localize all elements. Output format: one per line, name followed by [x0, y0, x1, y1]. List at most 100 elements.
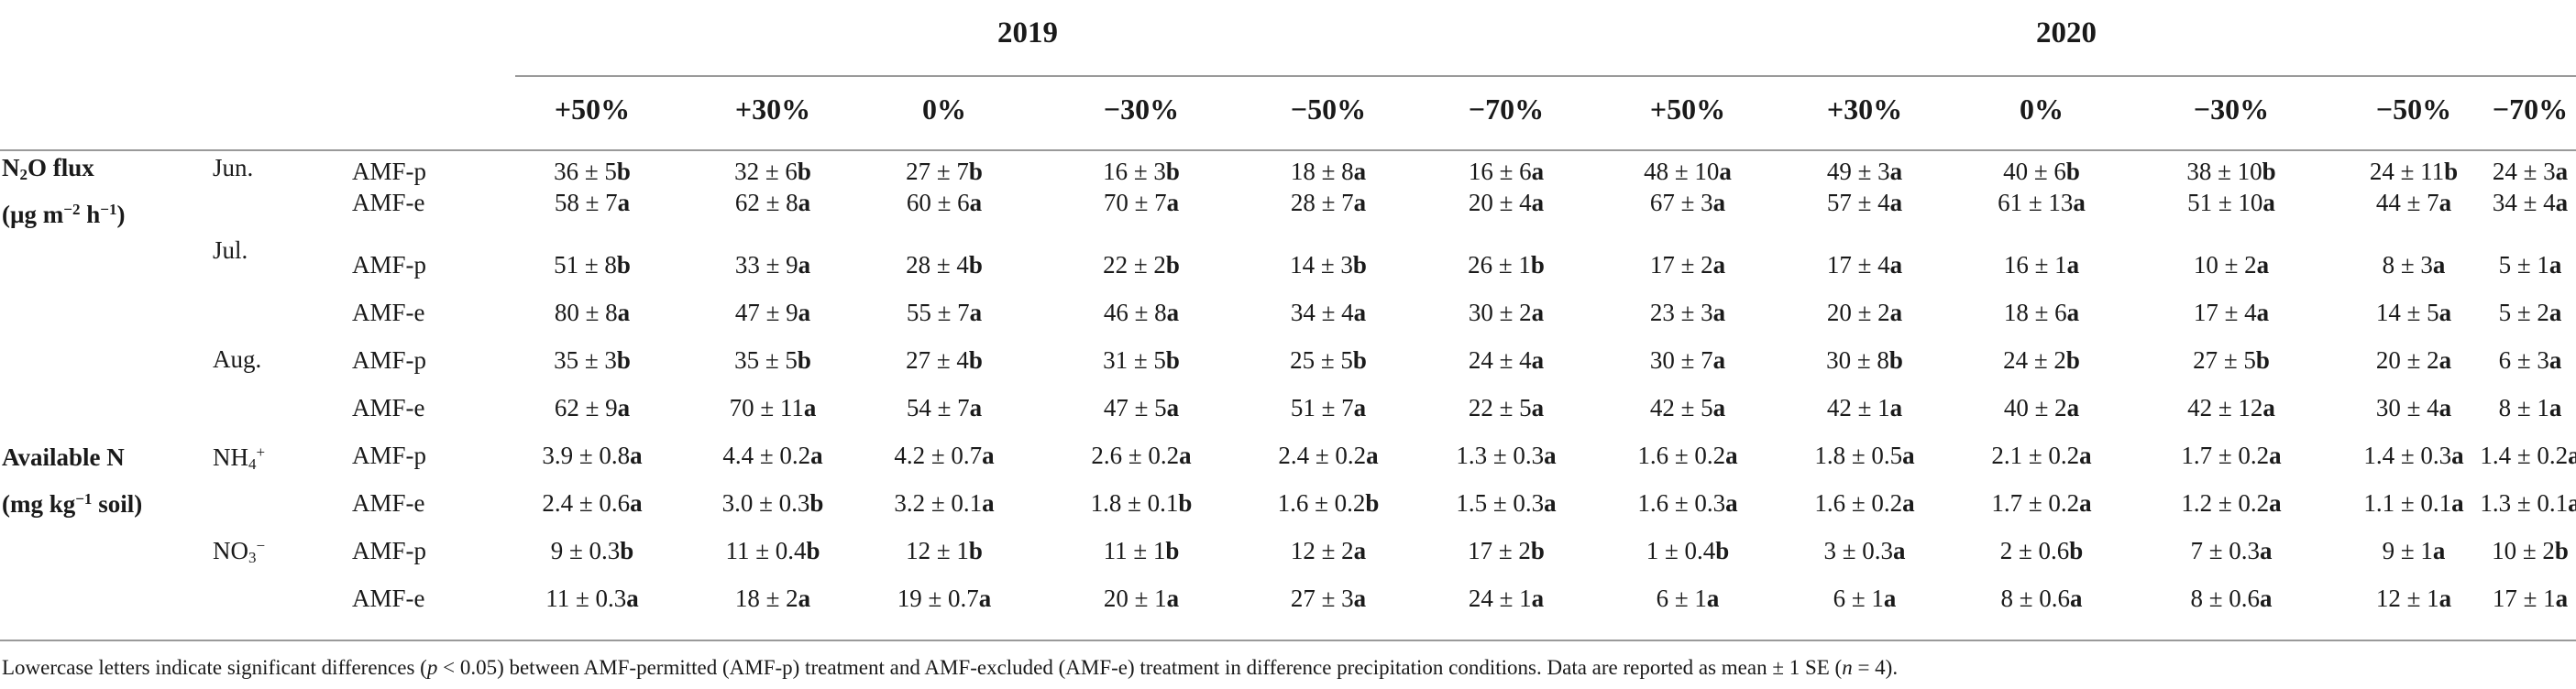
cell-letter: a [2438, 189, 2452, 216]
cell-letter: a [2269, 489, 2282, 517]
cell-value: 51 ± 10 [2187, 189, 2263, 216]
cell-value: 1.1 ± 0.1 [2363, 489, 2452, 517]
cell-letter: a [630, 489, 643, 517]
cell-value: 1.6 ± 0.3 [1637, 489, 1726, 517]
table-cell: 28 ± 7a [1291, 189, 1366, 217]
cell-value: 35 ± 3 [554, 346, 617, 374]
table-cell: 3 ± 0.3a [1823, 537, 1905, 565]
table-cell: 26 ± 1b [1468, 251, 1545, 279]
cell-letter: b [1165, 346, 1180, 374]
cell-value: 30 ± 8 [1826, 346, 1889, 374]
cell-value: 1 ± 0.4 [1646, 537, 1716, 564]
table-cell: 12 ± 1b [906, 537, 983, 565]
cell-value: 10 ± 2 [2492, 537, 2555, 564]
cell-letter: a [2073, 189, 2086, 216]
cell-letter: a [798, 189, 811, 216]
cell-letter: b [1715, 537, 1730, 564]
table-cell: 16 ± 1a [2004, 251, 2079, 279]
cell-letter: a [1353, 585, 1367, 612]
cell-letter: a [2451, 442, 2464, 469]
cell-letter: a [1902, 489, 1915, 517]
cell-letter: a [1531, 189, 1545, 216]
table-cell: 17 ± 2a [1650, 251, 1725, 279]
table-cell: 18 ± 6a [2004, 299, 2079, 327]
cell-value: 30 ± 7 [1649, 346, 1713, 374]
table-cell: 3.2 ± 0.1a [894, 489, 994, 518]
cell-letter: a [1353, 189, 1367, 216]
cell-value: 8 ± 1 [2498, 394, 2549, 421]
cell-letter: a [969, 299, 983, 326]
cell-value: 61 ± 13 [1998, 189, 2074, 216]
cell-value: 22 ± 5 [1468, 394, 1532, 421]
table-cell: 2.1 ± 0.2a [1991, 442, 2091, 470]
table-cell: 33 ± 9a [735, 251, 810, 279]
cell-value: 5 ± 2 [2498, 299, 2549, 326]
cell-letter: a [617, 299, 631, 326]
cell-letter: a [810, 442, 823, 469]
table-cell: 8 ± 3a [2383, 251, 2446, 279]
table-cell: 3.0 ± 0.3b [722, 489, 824, 518]
row-label: AMF-p [352, 251, 427, 279]
cell-letter: a [2438, 299, 2452, 326]
cell-letter: a [982, 442, 995, 469]
row-label: AMF-e [352, 394, 425, 421]
cell-value: 62 ± 9 [554, 394, 618, 421]
row-label: AMF-p [352, 346, 427, 374]
cell-value: 8 ± 3 [2382, 251, 2433, 279]
table-cell: 8 ± 0.6a [2190, 585, 2272, 613]
table-cell: 1.7 ± 0.2a [1991, 489, 2091, 518]
treatment-header: −50% [2375, 93, 2452, 126]
cell-value: 55 ± 7 [906, 299, 970, 326]
treatment-header: +50% [1649, 93, 1726, 126]
cell-value: 80 ± 8 [554, 299, 618, 326]
cell-value: 1.8 ± 0.5 [1814, 442, 1903, 469]
cell-letter: a [1712, 394, 1726, 421]
table-cell: 1.8 ± 0.5a [1814, 442, 1914, 470]
cell-letter: a [2555, 189, 2569, 216]
table-cell: 31 ± 5b [1103, 346, 1180, 375]
table-cell: 1.6 ± 0.2b [1278, 489, 1380, 518]
table-cell: 1.4 ± 0.3a [2363, 442, 2463, 470]
table-cell: 61 ± 13a [1998, 189, 2086, 217]
cell-value: 20 ± 2 [2375, 346, 2439, 374]
treatment-header: −30% [2193, 93, 2270, 126]
cell-letter: b [809, 489, 824, 517]
table-cell: 1.6 ± 0.2a [1814, 489, 1914, 518]
cell-value: 6 ± 1 [1656, 585, 1707, 612]
cell-value: 30 ± 2 [1468, 299, 1532, 326]
cell-letter: a [2451, 489, 2464, 517]
cell-letter: a [2438, 346, 2452, 374]
cell-letter: a [1531, 585, 1545, 612]
cell-letter: b [2065, 158, 2080, 185]
cell-value: 49 ± 3 [1826, 158, 1890, 185]
cell-letter: a [630, 442, 643, 469]
cell-value: 6 ± 3 [2498, 346, 2549, 374]
cell-letter: a [1166, 394, 1180, 421]
table-cell: 51 ± 10a [2187, 189, 2275, 217]
cell-letter: b [616, 158, 631, 185]
available-n-label: Available N [2, 443, 125, 471]
table-cell: 2.4 ± 0.2a [1278, 442, 1378, 470]
table-cell: 48 ± 10a [1644, 158, 1732, 186]
table-cell: 1.6 ± 0.3a [1637, 489, 1737, 518]
table-cell: 28 ± 4b [906, 251, 983, 279]
cell-value: 36 ± 5 [554, 158, 617, 185]
cell-value: 40 ± 2 [2003, 394, 2067, 421]
cell-value: 47 ± 5 [1103, 394, 1167, 421]
cell-letter: b [968, 251, 983, 279]
cell-value: 23 ± 3 [1649, 299, 1713, 326]
table-cell: 11 ± 0.4b [725, 537, 820, 565]
cell-value: 1.7 ± 0.2 [2181, 442, 2270, 469]
table-cell: 1.3 ± 0.1a [2480, 489, 2576, 518]
cell-letter: b [620, 537, 634, 564]
table-cell: 20 ± 2a [2376, 346, 2451, 375]
table-cell: 24 ± 1a [1469, 585, 1544, 613]
cell-value: 24 ± 1 [1468, 585, 1532, 612]
cell-letter: b [1530, 537, 1545, 564]
cell-value: 8 ± 0.6 [2190, 585, 2261, 612]
table-cell: 80 ± 8a [555, 299, 630, 327]
treatment-header: −70% [1468, 93, 1545, 126]
table-cell: 1.8 ± 0.1b [1091, 489, 1193, 518]
table-cell: 9 ± 0.3b [551, 537, 634, 565]
table-cell: 1 ± 0.4b [1646, 537, 1730, 565]
